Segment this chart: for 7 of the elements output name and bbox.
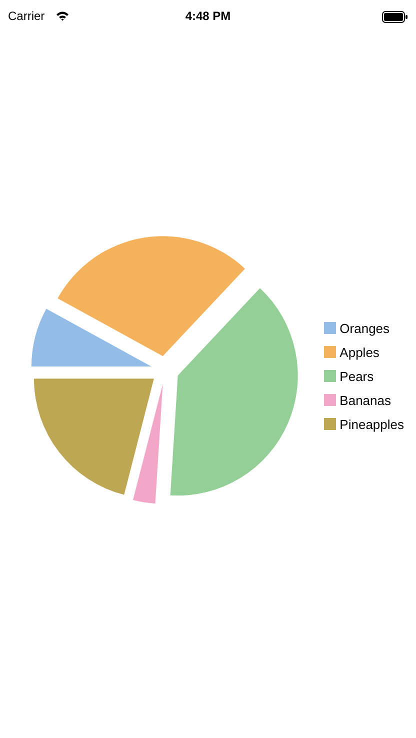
legend-label: Pineapples [340, 416, 404, 432]
legend-label: Bananas [340, 392, 391, 408]
text: 4:48 PM [185, 9, 231, 23]
legend-label: Pears [340, 368, 374, 384]
text: Carrier [8, 9, 45, 23]
legend-label: Oranges [340, 320, 390, 336]
legend-label: Apples [340, 344, 380, 360]
